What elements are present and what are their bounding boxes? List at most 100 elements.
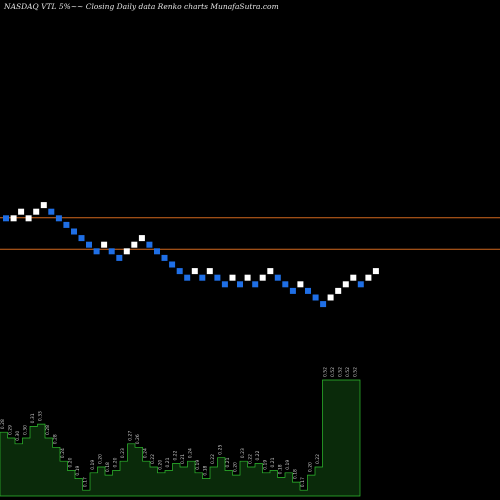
renko-brick-down [199, 274, 206, 281]
volume-label: 0.18 [105, 462, 111, 472]
renko-brick-down [116, 254, 123, 261]
renko-brick-up [365, 274, 372, 281]
renko-brick-up [244, 274, 251, 281]
renko-brick-down [252, 281, 259, 288]
volume-area [0, 379, 361, 497]
volume-label: 0.19 [75, 465, 81, 475]
renko-brick-up [40, 202, 47, 209]
volume-label: 0.24 [142, 448, 148, 458]
volume-label: 0.52 [330, 367, 336, 377]
resistance-lines [0, 217, 500, 250]
renko-brick-up [372, 268, 379, 275]
volume-label: 0.20 [112, 457, 118, 467]
volume-label: 0.30 [15, 431, 21, 441]
renko-brick-up [327, 294, 334, 301]
volume-label: 0.25 [217, 445, 223, 455]
volume-label: 0.27 [127, 431, 133, 441]
renko-brick-down [161, 254, 168, 261]
renko-brick-down [3, 215, 9, 222]
volume-label: 0.24 [60, 448, 66, 458]
renko-brick-up [138, 235, 145, 242]
volume-label: 0.52 [337, 367, 343, 377]
volume-label: 0.21 [225, 457, 231, 467]
renko-brick-up [101, 241, 108, 248]
volume-label: 0.20 [157, 460, 163, 470]
renko-brick-down [282, 281, 289, 288]
volume-label: 0.23 [240, 448, 246, 458]
volume-label: 0.20 [232, 462, 238, 472]
volume-label: 0.22 [247, 454, 253, 464]
volume-label: 0.22 [172, 450, 178, 460]
renko-brick-up [10, 215, 17, 222]
volume-label: 0.20 [307, 462, 313, 472]
volume-label: 0.22 [210, 454, 216, 464]
volume-label: 0.19 [90, 460, 96, 470]
volume-label: 0.26 [135, 434, 141, 444]
volume-label: 0.29 [7, 425, 13, 435]
volume-label: 0.20 [97, 454, 103, 464]
renko-brick-up [267, 268, 274, 275]
renko-brick-up [297, 281, 304, 288]
renko-brick-down [63, 221, 70, 228]
renko-brick-up [25, 215, 32, 222]
renko-brick-up [350, 274, 357, 281]
renko-brick-down [146, 241, 153, 248]
renko-brick-up [131, 241, 138, 248]
renko-brick-down [214, 274, 221, 281]
renko-brick-down [93, 248, 100, 255]
volume-label: 0.52 [352, 367, 358, 377]
renko-bricks [3, 202, 379, 308]
volume-label: 0.18 [277, 464, 283, 474]
volume-label: 0.21 [180, 454, 186, 464]
renko-brick-up [33, 208, 40, 215]
volume-label: 0.21 [270, 457, 276, 467]
volume-label: 0.21 [165, 457, 171, 467]
volume-label: 0.31 [30, 413, 36, 423]
volume-label: 0.52 [322, 367, 328, 377]
renko-brick-down [169, 261, 176, 268]
chart-title: NASDAQ VTL 5%~~ Closing Daily data Renko… [4, 2, 279, 11]
renko-brick-down [71, 228, 77, 235]
volume-label: 0.19 [195, 460, 201, 470]
volume-label: 0.19 [285, 460, 291, 470]
volume-label: 0.18 [292, 469, 298, 479]
renko-brick-down [221, 281, 228, 288]
renko-brick-down [305, 287, 311, 294]
renko-brick-up [259, 274, 266, 281]
renko-brick-up [335, 287, 342, 294]
renko-brick-down [357, 281, 364, 288]
renko-brick-down [184, 274, 191, 281]
renko-brick-down [274, 274, 281, 281]
renko-brick-down [86, 241, 92, 248]
renko-brick-up [206, 268, 213, 275]
renko-brick-down [312, 294, 319, 301]
renko-brick-down [237, 281, 243, 288]
volume-label: 0.52 [345, 367, 351, 377]
renko-brick-down [48, 208, 55, 215]
renko-brick-up [191, 268, 198, 275]
renko-brick-down [176, 268, 183, 275]
renko-brick-down [289, 287, 296, 294]
renko-brick-down [154, 248, 160, 255]
renko-brick-down [78, 235, 85, 242]
volume-label: 0.19 [262, 460, 268, 470]
volume-label: 0.22 [315, 454, 321, 464]
renko-brick-up [342, 281, 349, 288]
volume-label: 0.23 [120, 448, 126, 458]
volume-label: 0.28 [45, 425, 51, 435]
renko-brick-down [320, 301, 327, 308]
volume-label: 0.18 [202, 465, 208, 475]
volume-panel: 0.280.290.300.300.31 0.330.280.280.240.20… [0, 367, 361, 497]
volume-label: 0.22 [255, 450, 261, 460]
renko-brick-up [123, 248, 130, 255]
volume-label: 0.28 [0, 419, 6, 429]
renko-brick-up [229, 274, 236, 281]
volume-label: 0.22 [150, 454, 156, 464]
volume-label: 0.30 [22, 425, 28, 435]
volume-label: 0.17 [82, 477, 88, 487]
volume-label: 0.33 [37, 411, 43, 421]
renko-brick-up [18, 208, 25, 215]
volume-label: 0.28 [52, 434, 58, 444]
renko-brick-down [55, 215, 62, 222]
